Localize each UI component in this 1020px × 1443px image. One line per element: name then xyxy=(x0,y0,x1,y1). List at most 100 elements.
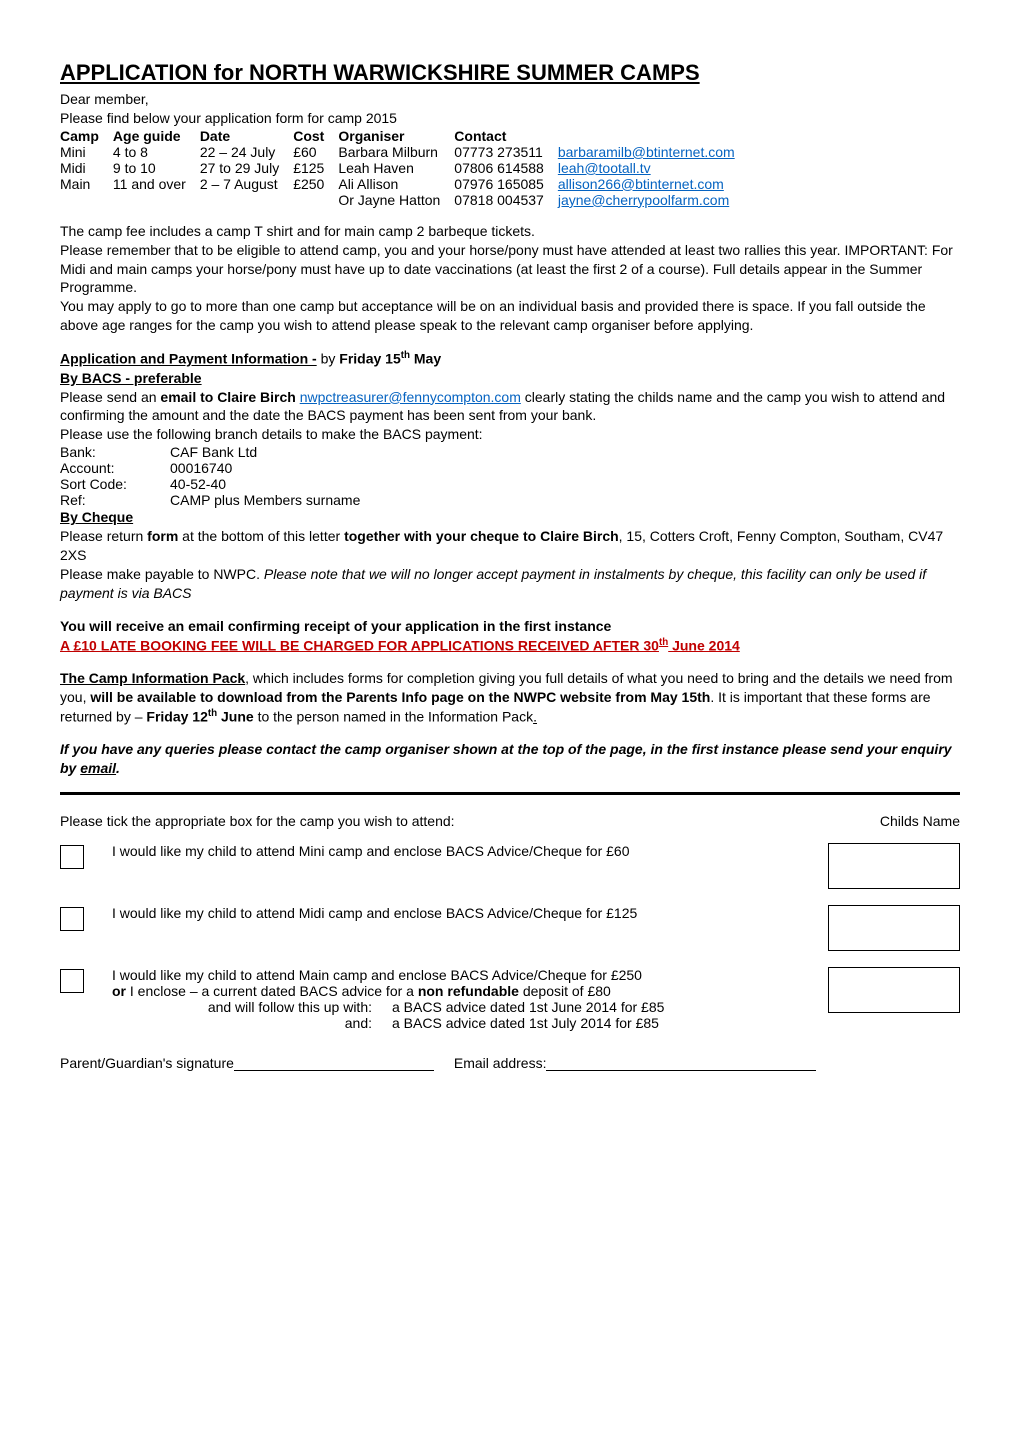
childs-name-label: Childs Name xyxy=(880,813,960,829)
camps-header-row: Camp Age guide Date Cost Organiser Conta… xyxy=(60,128,749,144)
camp-name: Midi xyxy=(60,160,113,176)
pack-c: will be available to download from the P… xyxy=(90,689,710,705)
followup-1-label: and will follow this up with: xyxy=(112,999,392,1015)
cheque-heading: By Cheque xyxy=(60,508,960,527)
queries-a: If you have any queries please contact t… xyxy=(60,741,952,776)
late-fee-sup: th xyxy=(659,637,668,648)
bank-label: Bank: xyxy=(60,444,170,460)
bank-row: Bank:CAF Bank Ltd xyxy=(60,444,960,460)
camp-name: Main xyxy=(60,176,113,192)
cheque-c: at the bottom of this letter xyxy=(178,528,344,544)
camp-cost: £125 xyxy=(293,160,338,176)
divider xyxy=(60,792,960,795)
main-or: or xyxy=(112,983,126,999)
col-contact: Contact xyxy=(454,128,558,144)
cheque-d: together with your cheque to Claire Birc… xyxy=(344,528,619,544)
camp-date: 2 – 7 August xyxy=(200,176,293,192)
signature-input[interactable] xyxy=(234,1055,434,1071)
option-main-row: I would like my child to attend Main cam… xyxy=(60,967,960,1031)
late-fee-b: June 2014 xyxy=(668,637,740,653)
camp-cost: £250 xyxy=(293,176,338,192)
app-pay-date: Friday 15 xyxy=(339,351,400,367)
camp-contact: 07773 273511 xyxy=(454,144,558,160)
col-organiser: Organiser xyxy=(338,128,454,144)
late-fee-a: A £10 LATE BOOKING FEE WILL BE CHARGED F… xyxy=(60,637,659,653)
main-checkbox[interactable] xyxy=(60,969,84,993)
bank-value: CAF Bank Ltd xyxy=(170,444,257,460)
followup-2-label: and: xyxy=(112,1015,392,1031)
main-followup-1: and will follow this up with: a BACS adv… xyxy=(112,999,812,1015)
mini-name-input[interactable] xyxy=(828,843,960,889)
ref-label: Ref: xyxy=(60,492,170,508)
main-b-c: non refundable xyxy=(418,983,519,999)
camp-date: 27 to 29 July xyxy=(200,160,293,176)
cheque-payable-line: Please make payable to NWPC. Please note… xyxy=(60,565,960,603)
camp-email-link[interactable]: allison266@btinternet.com xyxy=(558,176,724,192)
camp-organiser: Barbara Milburn xyxy=(338,144,454,160)
main-b-b: I enclose – a current dated BACS advice … xyxy=(126,983,418,999)
multi-camp-paragraph: You may apply to go to more than one cam… xyxy=(60,297,960,335)
main-line-2: or I enclose – a current dated BACS advi… xyxy=(112,983,812,999)
mini-checkbox[interactable] xyxy=(60,845,84,869)
cheque-b: form xyxy=(147,528,178,544)
treasurer-email-link[interactable]: nwpctreasurer@fennycompton.com xyxy=(300,389,521,405)
camp-age: 9 to 10 xyxy=(113,160,200,176)
camp-cost: £60 xyxy=(293,144,338,160)
camp-contact: 07818 004537 xyxy=(454,192,558,208)
midi-name-input[interactable] xyxy=(828,905,960,951)
pack-g: to the person named in the Information P… xyxy=(254,709,533,725)
camp-age: 11 and over xyxy=(113,176,200,192)
app-pay-by: by xyxy=(317,351,340,367)
bacs-use-line: Please use the following branch details … xyxy=(60,425,960,444)
followup-1-value: a BACS advice dated 1st June 2014 for £8… xyxy=(392,999,664,1015)
option-midi-row: I would like my child to attend Midi cam… xyxy=(60,905,960,951)
signature-row: Parent/Guardian's signature Email addres… xyxy=(60,1055,960,1071)
camp-age: 4 to 8 xyxy=(113,144,200,160)
late-fee-line: A £10 LATE BOOKING FEE WILL BE CHARGED F… xyxy=(60,636,960,656)
account-label: Account: xyxy=(60,460,170,476)
camp-email-link[interactable]: leah@tootall.tv xyxy=(558,160,651,176)
app-pay-heading: Application and Payment Information - by… xyxy=(60,349,960,369)
col-age: Age guide xyxy=(113,128,200,144)
cheque-a: Please return xyxy=(60,528,147,544)
camp-date: 22 – 24 July xyxy=(200,144,293,160)
account-value: 00016740 xyxy=(170,460,232,476)
signature-label: Parent/Guardian's signature xyxy=(60,1055,234,1071)
form-instruction: Please tick the appropriate box for the … xyxy=(60,813,455,829)
email-address-input[interactable] xyxy=(546,1055,816,1071)
app-pay-sup: th xyxy=(401,350,410,361)
camp-email-link[interactable]: barbaramilb@btinternet.com xyxy=(558,144,735,160)
table-row: Main 11 and over 2 – 7 August £250 Ali A… xyxy=(60,176,749,192)
table-row: Mini 4 to 8 22 – 24 July £60 Barbara Mil… xyxy=(60,144,749,160)
camp-name: Mini xyxy=(60,144,113,160)
camps-table: Camp Age guide Date Cost Organiser Conta… xyxy=(60,128,749,208)
midi-checkbox[interactable] xyxy=(60,907,84,931)
info-pack-paragraph: The Camp Information Pack, which include… xyxy=(60,669,960,726)
queries-paragraph: If you have any queries please contact t… xyxy=(60,740,960,778)
fee-paragraph: The camp fee includes a camp T shirt and… xyxy=(60,222,960,241)
app-pay-month: May xyxy=(410,351,441,367)
intro-line: Please find below your application form … xyxy=(60,109,960,128)
option-mini-row: I would like my child to attend Mini cam… xyxy=(60,843,960,889)
camp-organiser: Or Jayne Hatton xyxy=(338,192,454,208)
email-address-label: Email address: xyxy=(454,1055,547,1071)
camp-email-link[interactable]: jayne@cherrypoolfarm.com xyxy=(558,192,729,208)
main-name-input[interactable] xyxy=(828,967,960,1013)
pack-f: June xyxy=(217,709,254,725)
page-title: APPLICATION for NORTH WARWICKSHIRE SUMME… xyxy=(60,60,960,86)
camp-contact: 07976 165085 xyxy=(454,176,558,192)
col-cost: Cost xyxy=(293,128,338,144)
pack-sup: th xyxy=(208,708,217,719)
option-main-text: I would like my child to attend Main cam… xyxy=(112,967,828,1031)
col-date: Date xyxy=(200,128,293,144)
sort-value: 40-52-40 xyxy=(170,476,226,492)
ref-value: CAMP plus Members surname xyxy=(170,492,360,508)
account-row: Account:00016740 xyxy=(60,460,960,476)
bacs-text-b: email to Claire Birch xyxy=(160,389,295,405)
col-email xyxy=(558,128,749,144)
table-row-extra: Or Jayne Hatton 07818 004537 jayne@cherr… xyxy=(60,192,749,208)
bacs-text-a: Please send an xyxy=(60,389,160,405)
queries-c: . xyxy=(116,760,120,776)
form-header: Please tick the appropriate box for the … xyxy=(60,813,960,829)
bacs-heading: By BACS - preferable xyxy=(60,369,960,388)
